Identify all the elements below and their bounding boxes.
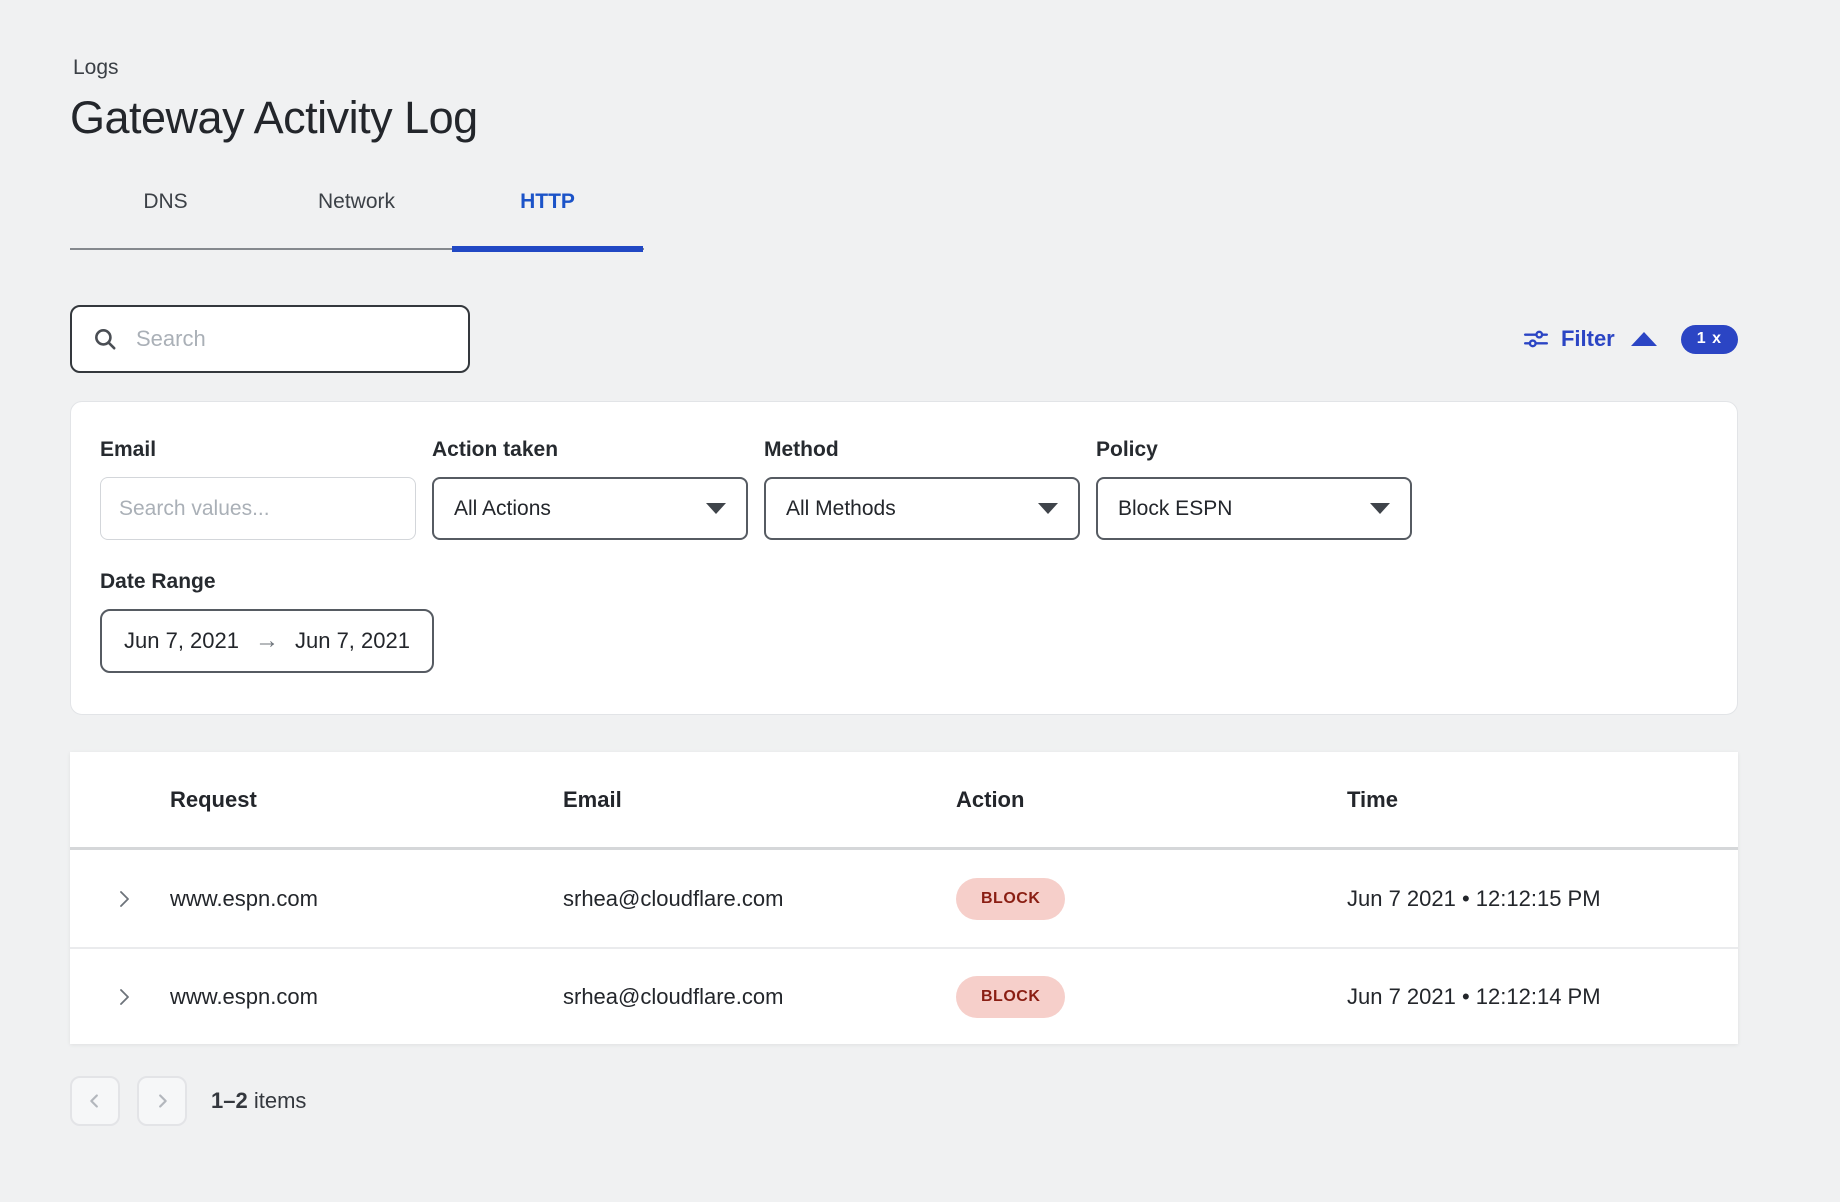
column-header-request: Request xyxy=(170,786,257,812)
filter-field-policy: Policy Block ESPN xyxy=(1096,438,1412,540)
log-type-tabs: DNS Network HTTP xyxy=(70,190,644,252)
action-select[interactable]: All Actions xyxy=(432,477,748,540)
tab-network[interactable]: Network xyxy=(317,190,396,213)
chevron-down-icon xyxy=(1038,503,1058,514)
search-box[interactable] xyxy=(70,305,470,373)
request-cell: www.espn.com xyxy=(170,885,318,911)
chevron-up-icon[interactable] xyxy=(1630,332,1657,346)
activity-log-table: Request Email Action Time www.espn.com s… xyxy=(70,752,1738,1044)
search-input[interactable] xyxy=(136,326,448,352)
chevron-right-icon xyxy=(120,890,129,907)
action-cell: BLOCK xyxy=(956,877,1347,920)
next-page-button[interactable] xyxy=(137,1076,187,1126)
filter-fields-row: Email Action taken All Actions Method Al… xyxy=(100,438,1708,540)
previous-page-button[interactable] xyxy=(70,1076,120,1126)
date-to[interactable]: Jun 7, 2021 xyxy=(294,628,410,653)
date-range-label: Date Range xyxy=(100,570,216,593)
pagination: 1–2 items xyxy=(70,1076,1738,1126)
email-cell: srhea@cloudflare.com xyxy=(563,983,784,1009)
action-filter-label: Action taken xyxy=(432,438,559,461)
email-cell: srhea@cloudflare.com xyxy=(563,885,784,911)
time-cell: Jun 7 2021 • 12:12:15 PM xyxy=(1347,885,1601,911)
method-select[interactable]: All Methods xyxy=(764,477,1080,540)
email-filter-label: Email xyxy=(100,438,157,461)
filter-controls: Filter 1 x xyxy=(1523,324,1738,354)
method-select-value: All Methods xyxy=(786,496,896,520)
block-status-badge: BLOCK xyxy=(956,975,1066,1018)
filter-toggle[interactable]: Filter xyxy=(1560,326,1615,351)
tab-dns[interactable]: DNS xyxy=(143,190,188,213)
table-row: www.espn.com srhea@cloudflare.com BLOCK … xyxy=(70,947,1738,1044)
time-cell: Jun 7 2021 • 12:12:14 PM xyxy=(1347,983,1601,1009)
policy-select[interactable]: Block ESPN xyxy=(1096,477,1412,540)
action-cell: BLOCK xyxy=(956,975,1347,1018)
method-filter-label: Method xyxy=(764,438,839,461)
action-select-value: All Actions xyxy=(454,496,551,520)
page-title: Gateway Activity Log xyxy=(70,92,478,143)
filter-count-badge[interactable]: 1 x xyxy=(1680,324,1738,354)
row-expand-button[interactable] xyxy=(70,985,170,1009)
tab-http[interactable]: HTTP xyxy=(452,190,643,252)
filter-field-method: Method All Methods xyxy=(764,438,1080,540)
request-cell: www.espn.com xyxy=(170,983,318,1009)
date-range-field: Date Range Jun 7, 2021 → Jun 7, 2021 xyxy=(100,570,1708,673)
block-status-badge: BLOCK xyxy=(956,877,1066,920)
filter-panel: Email Action taken All Actions Method Al… xyxy=(70,401,1738,715)
chevron-down-icon xyxy=(706,503,726,514)
column-header-action: Action xyxy=(956,786,1025,812)
breadcrumb: Logs xyxy=(73,56,119,79)
table-row: www.espn.com srhea@cloudflare.com BLOCK … xyxy=(70,850,1738,947)
chevron-right-icon xyxy=(159,1094,167,1108)
column-header-time: Time xyxy=(1347,786,1398,812)
filter-field-action: Action taken All Actions xyxy=(432,438,748,540)
items-range: 1–2 xyxy=(211,1088,248,1113)
column-header-email: Email xyxy=(563,786,622,812)
chevron-right-icon xyxy=(120,988,129,1005)
search-icon xyxy=(95,329,116,350)
date-range-picker[interactable]: Jun 7, 2021 → Jun 7, 2021 xyxy=(100,609,434,673)
date-from[interactable]: Jun 7, 2021 xyxy=(124,628,239,653)
policy-filter-label: Policy xyxy=(1096,438,1158,461)
row-expand-button[interactable] xyxy=(70,887,170,911)
chevron-down-icon xyxy=(1370,503,1390,514)
chevron-left-icon xyxy=(90,1094,98,1108)
filter-sliders-icon[interactable] xyxy=(1523,326,1549,352)
policy-select-value: Block ESPN xyxy=(1118,496,1233,520)
table-header-row: Request Email Action Time xyxy=(70,752,1738,850)
items-word: items xyxy=(247,1088,307,1113)
filter-field-email: Email xyxy=(100,438,416,540)
arrow-right-icon: → xyxy=(254,627,279,654)
items-count-label: 1–2 items xyxy=(211,1088,306,1114)
email-filter-input[interactable] xyxy=(100,477,416,540)
toolbar: Filter 1 x xyxy=(70,305,1738,373)
